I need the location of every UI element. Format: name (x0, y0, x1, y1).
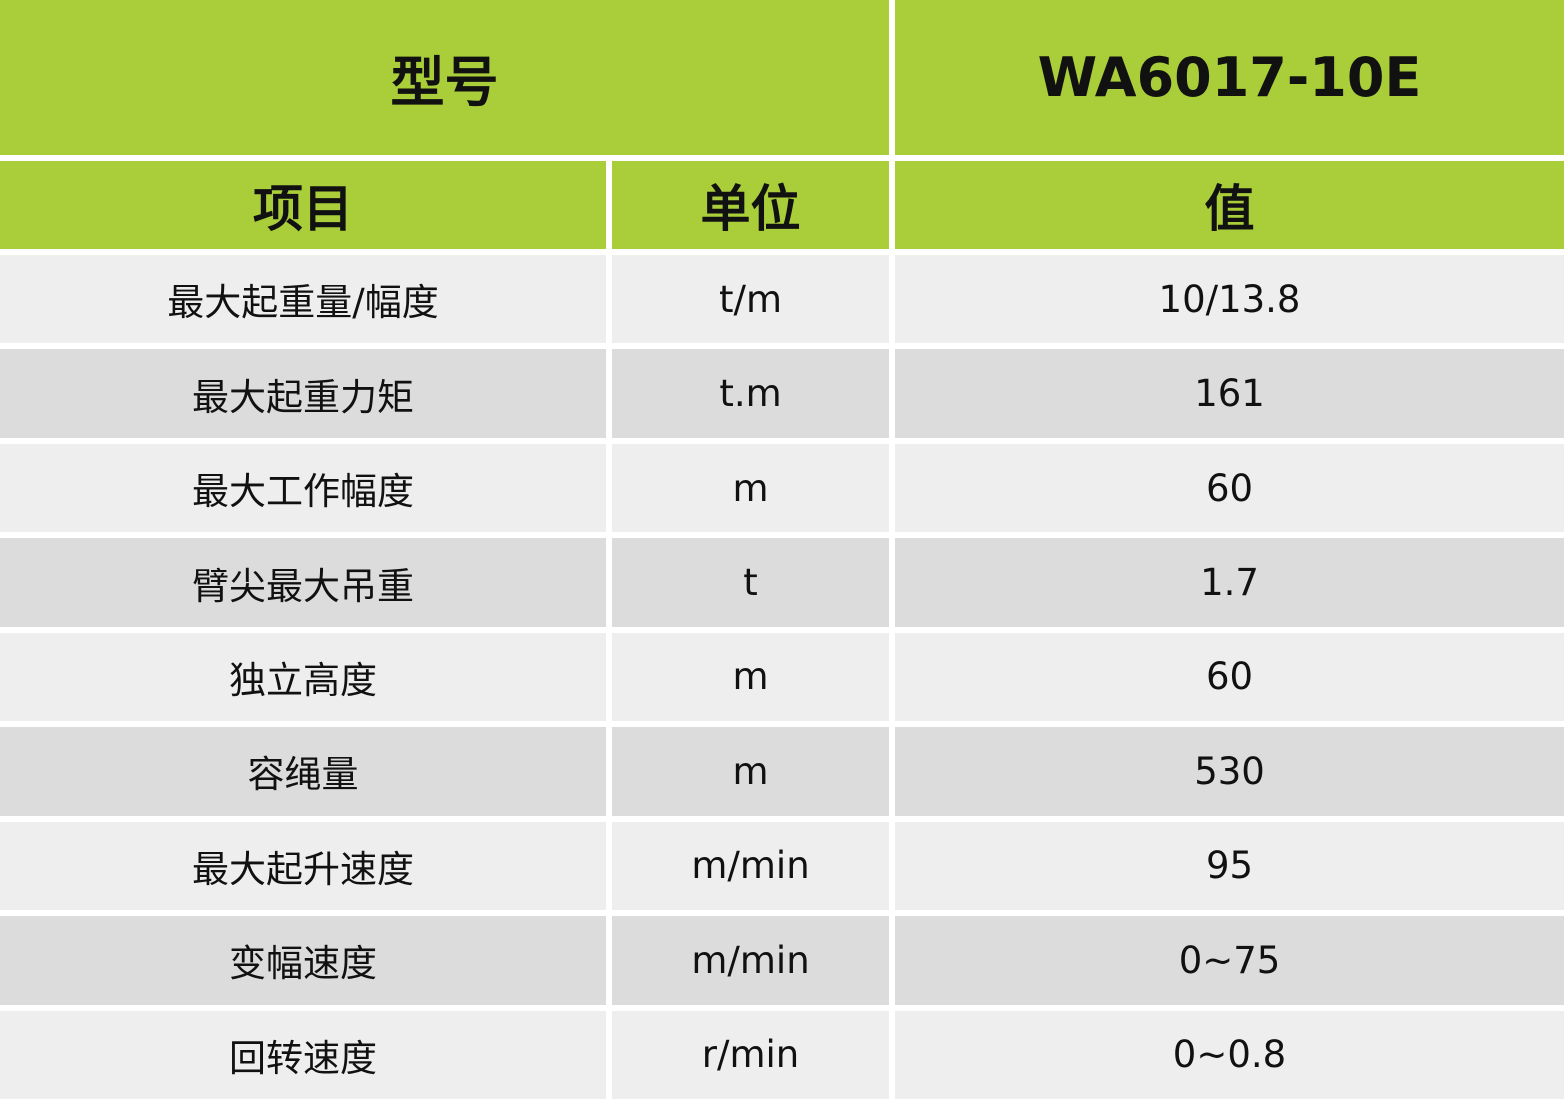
model-value: WA6017-10E (895, 0, 1564, 155)
table-cell-item: 最大起升速度 (0, 821, 606, 911)
table-cell-item: 最大工作幅度 (0, 443, 606, 533)
table-cell-value: 60 (895, 443, 1564, 533)
table-cell-item: 变幅速度 (0, 916, 606, 1005)
table-cell-value: 95 (895, 821, 1564, 911)
table-cell-unit: m/min (612, 821, 889, 911)
table-cell-item: 独立高度 (0, 632, 606, 722)
table-cell-unit: m (612, 727, 889, 816)
table-cell-unit: t/m (612, 255, 889, 344)
table-cell-value: 10/13.8 (895, 255, 1564, 344)
table-cell-item: 回转速度 (0, 1010, 606, 1099)
column-header-item: 项目 (0, 161, 606, 249)
table-cell-item: 臂尖最大吊重 (0, 538, 606, 627)
table-cell-value: 1.7 (895, 538, 1564, 627)
table-cell-value: 0~0.8 (895, 1010, 1564, 1099)
table-cell-unit: m/min (612, 916, 889, 1005)
table-cell-unit: m (612, 443, 889, 533)
column-header-value: 值 (895, 161, 1564, 249)
column-header-unit: 单位 (612, 161, 889, 249)
table-cell-item: 最大起重力矩 (0, 349, 606, 438)
table-cell-item: 最大起重量/幅度 (0, 255, 606, 344)
table-cell-unit: t (612, 538, 889, 627)
table-cell-value: 60 (895, 632, 1564, 722)
table-cell-value: 0~75 (895, 916, 1564, 1005)
table-cell-value: 161 (895, 349, 1564, 438)
table-cell-value: 530 (895, 727, 1564, 816)
model-label: 型号 (0, 0, 889, 155)
table-cell-unit: r/min (612, 1010, 889, 1099)
table-cell-item: 容绳量 (0, 727, 606, 816)
table-cell-unit: t.m (612, 349, 889, 438)
table-cell-unit: m (612, 632, 889, 722)
